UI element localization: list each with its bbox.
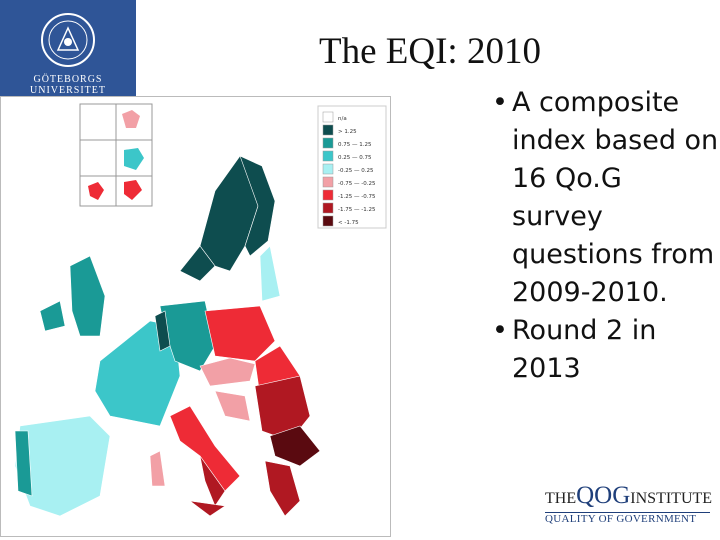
legend-swatch — [322, 137, 334, 149]
legend-label: -0.25 — 0.25 — [338, 168, 374, 174]
slide-title: The EQI: 2010 — [319, 31, 541, 72]
legend-label: -0.75 — -0.25 — [338, 181, 376, 187]
seal — [41, 13, 95, 67]
institute-logo: THEQOGINSTITUTE QUALITY OF GOVERNMENT — [545, 482, 713, 525]
bullet: Round 2 in 2013 — [488, 312, 720, 388]
legend-label: -1.25 — -0.75 — [338, 194, 376, 200]
logo-text: QOG — [576, 482, 631, 509]
legend-swatch — [322, 202, 334, 214]
legend-label: 0.25 — 0.75 — [338, 155, 372, 161]
legend-swatch — [322, 215, 334, 227]
legend-swatch — [322, 124, 334, 136]
logo-text: INSTITUTE — [630, 490, 713, 507]
bullet: A composite index based on 16 Qo.G surve… — [488, 84, 720, 312]
logo-text: UNIVERSITET — [30, 85, 106, 96]
legend-swatch — [322, 189, 334, 201]
logo-text: THE — [545, 490, 577, 507]
legend-swatch — [322, 111, 334, 123]
legend-swatch — [322, 150, 334, 162]
university-logo: GÖTEBORGS UNIVERSITET — [0, 0, 136, 100]
legend: n/a > 1.25 0.75 — 1.25 0.25 — 0.75 -0.25 — 0… — [317, 105, 387, 229]
logo-text: GÖTEBORGS — [33, 74, 103, 85]
legend-label: n/a — [338, 116, 347, 122]
logo-tagline: QUALITY OF GOVERNMENT — [545, 512, 710, 525]
bullet-list: A composite index based on 16 Qo.G surve… — [488, 84, 720, 388]
insets — [79, 103, 153, 207]
regions — [14, 155, 321, 517]
legend-label: 0.75 — 1.25 — [338, 142, 372, 148]
legend-label: > 1.25 — [338, 129, 357, 135]
legend-label: < -1.75 — [338, 220, 359, 226]
eqi-map: n/a > 1.25 0.75 — 1.25 0.25 — 0.75 -0.25 — 0… — [0, 96, 391, 537]
legend-label: -1.75 — -1.25 — [338, 207, 376, 213]
legend-swatch — [322, 163, 334, 175]
legend-swatch — [322, 176, 334, 188]
